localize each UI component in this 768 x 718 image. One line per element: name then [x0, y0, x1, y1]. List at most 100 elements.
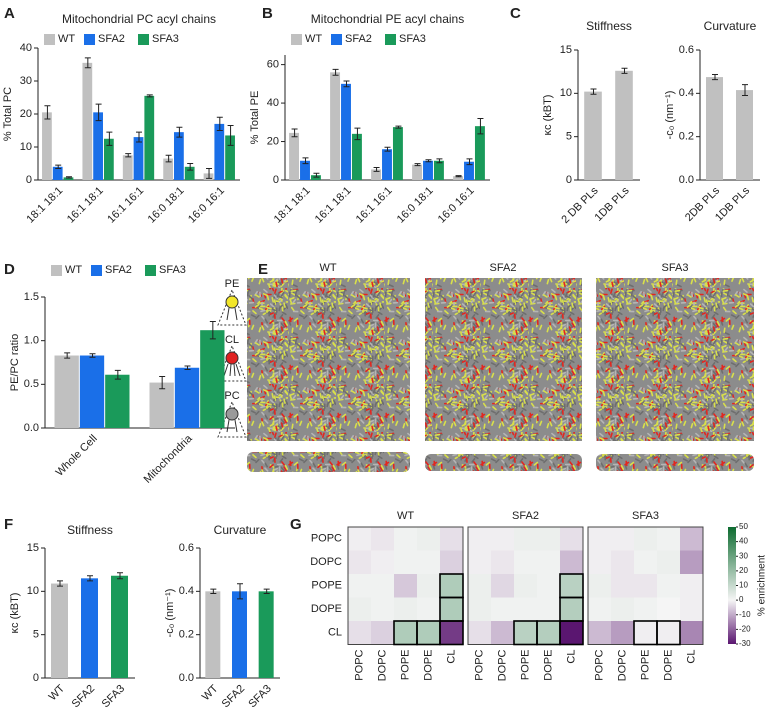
error-bar [95, 103, 102, 122]
bar [111, 575, 128, 678]
y-axis-label: κc (kBT) [9, 593, 21, 634]
error-bar [354, 127, 361, 141]
heatmap-cell [371, 574, 394, 598]
error-bar [414, 163, 421, 167]
legend-swatch [84, 34, 95, 45]
x-tick-label: 18:1 18:1 [272, 185, 313, 226]
legend-swatch [145, 265, 156, 276]
y-tick-label: 5 [566, 131, 572, 143]
error-bar [332, 68, 339, 76]
legend-swatch [44, 34, 55, 45]
y-tick-label: 0.0 [679, 174, 694, 186]
x-tick-label: 18:1 18:1 [24, 185, 65, 226]
highlight-cell [656, 620, 681, 646]
panel-letter: B [262, 5, 273, 22]
heatmap-cell [491, 550, 514, 574]
column-label: CL [445, 650, 457, 664]
x-tick-label: SFA3 [246, 683, 274, 711]
membrane-side-view [247, 452, 410, 472]
heatmap-cell [491, 574, 514, 598]
bar [54, 355, 79, 428]
heatmap-cell [680, 527, 703, 551]
bar [63, 177, 74, 180]
column-label: CL [685, 650, 697, 664]
bar [453, 176, 464, 180]
legend-label: SFA2 [105, 264, 132, 276]
heatmap-cell [634, 574, 657, 598]
colorbar-tick-label: 30 [739, 551, 748, 560]
error-bar [425, 159, 432, 163]
error-bar [117, 572, 123, 580]
lipid-head [225, 351, 239, 365]
colorbar-label: % enrichment [757, 555, 768, 616]
heatmap-cell [417, 621, 440, 645]
heatmap-cell [537, 527, 560, 551]
y-axis-label: -c₀ (nm⁻¹) [164, 589, 176, 638]
bar [341, 83, 351, 180]
highlight-cell [559, 620, 584, 646]
bar [232, 591, 247, 678]
column-label: DOPE [422, 650, 434, 681]
x-tick-label: SFA2 [70, 683, 98, 711]
heatmap-cell [680, 550, 703, 574]
panel-letter: G [290, 516, 302, 533]
heatmap-cell [468, 574, 491, 598]
lipid-outline [217, 400, 247, 438]
bar [423, 160, 433, 180]
colorbar-tick-label: 10 [739, 581, 748, 590]
heatmap-cell [394, 550, 417, 574]
y-tick-label: 20 [267, 135, 279, 147]
legend-label: WT [65, 264, 82, 276]
heatmap-cell [514, 621, 537, 645]
colorbar-tick-label: 0 [739, 595, 744, 604]
bar [205, 591, 221, 678]
error-bar [621, 67, 628, 74]
heatmap-cell [634, 550, 657, 574]
error-bar [84, 57, 91, 69]
bar [706, 77, 723, 180]
y-tick-label: 10 [560, 87, 572, 99]
bar [82, 62, 93, 180]
chart-title: Curvature [704, 19, 757, 33]
legend-swatch [331, 34, 342, 45]
heatmap-title: WT [397, 510, 414, 522]
y-tick-label: 0.6 [179, 542, 194, 554]
bar [412, 164, 423, 180]
row-label: CL [328, 627, 342, 639]
error-bar [106, 131, 113, 146]
error-bar [165, 154, 172, 163]
error-bar [206, 167, 213, 179]
heatmap-cell [588, 621, 611, 645]
legend-swatch [138, 34, 149, 45]
legend-label: SFA3 [159, 264, 186, 276]
error-bar [114, 369, 121, 380]
error-bar [302, 157, 309, 165]
bar [184, 166, 195, 180]
error-bar [227, 125, 234, 146]
legend-swatch [91, 265, 102, 276]
heatmap-cell [560, 621, 583, 645]
error-bar [89, 353, 96, 358]
bar [149, 382, 174, 428]
heatmap-cell [468, 550, 491, 574]
heatmap-cell [588, 574, 611, 598]
panel-letter: F [4, 516, 13, 533]
y-tick-label: 0.0 [24, 422, 39, 434]
heatmap-cell [440, 621, 463, 645]
error-bar [343, 80, 350, 88]
lipid-label: PE [225, 278, 240, 290]
colorbar-tick-label: -30 [739, 639, 751, 648]
bar [464, 161, 474, 180]
heatmap-cell [657, 621, 680, 645]
y-tick-label: 15 [27, 542, 39, 554]
bar [52, 166, 63, 180]
x-tick-label: WT [200, 682, 221, 703]
panel-letter: E [258, 261, 268, 278]
heatmap-cell [417, 574, 440, 598]
legend-label: SFA2 [345, 33, 372, 45]
error-bar [184, 365, 191, 370]
column-label: DOPC [616, 649, 628, 681]
legend-label: WT [58, 33, 75, 45]
bar [474, 126, 485, 180]
x-tick-label: 16:1 16:1 [354, 185, 395, 226]
